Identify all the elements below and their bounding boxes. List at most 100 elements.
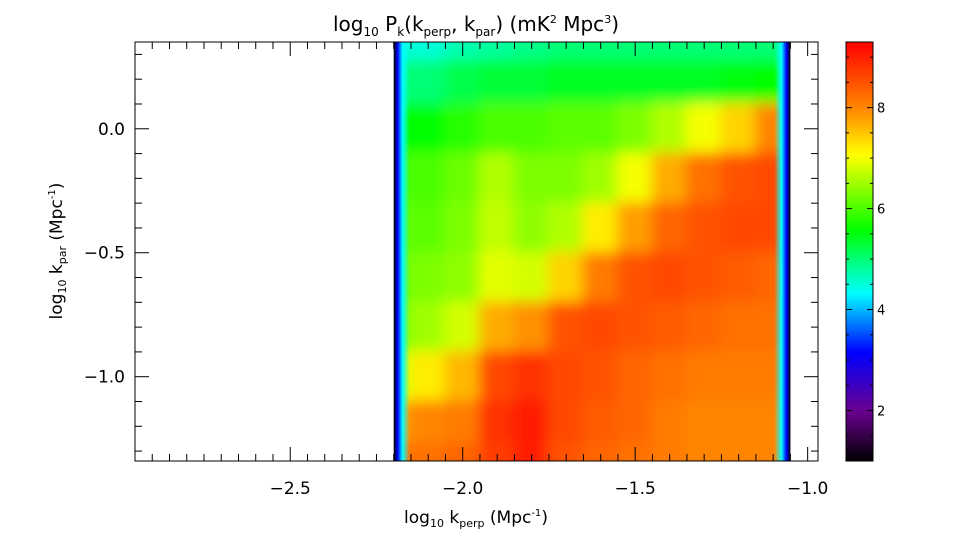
heatmap-cell (478, 42, 516, 62)
heatmap-cell (720, 42, 757, 62)
x-axis-ticks (151, 42, 809, 461)
heatmap-cell (514, 461, 548, 481)
heatmap-cell (513, 442, 550, 461)
heatmap-cell (652, 461, 686, 481)
heatmap-cell (409, 42, 447, 62)
heatmap-cell (651, 350, 688, 403)
heatmap-cell (547, 350, 585, 403)
heatmap-cell (547, 251, 585, 304)
heatmap-cell (685, 400, 723, 445)
heatmap-cell (616, 400, 654, 445)
y-tick-label: −1.0 (84, 368, 125, 388)
chart-title: log10 Pk(kperp, kpar) (mK2 Mpc3) (333, 12, 619, 39)
heatmap-cell (616, 202, 654, 254)
heatmap-cell (547, 42, 585, 62)
heatmap-cell (720, 301, 757, 353)
heatmap-cell (444, 350, 481, 403)
heatmap-cell (720, 59, 757, 105)
heatmap-cell (651, 152, 688, 205)
heatmap-cell (782, 22, 791, 42)
colorbar-tick-label: 6 (877, 203, 885, 218)
heatmap-cell (616, 102, 654, 155)
y-axis-ticks (135, 53, 818, 452)
colorbar-tick-labels: 2 4 6 8 (877, 102, 885, 420)
heatmap-cell (651, 42, 688, 62)
heatmap-cell (409, 251, 447, 304)
heatmap-cell (720, 350, 757, 403)
heatmap-cell (478, 251, 516, 304)
heatmap-cell (651, 202, 688, 254)
heatmap-cell (685, 152, 723, 205)
heatmap-cell (651, 102, 688, 155)
heatmap-cell (651, 400, 688, 445)
heatmap-cell (444, 152, 481, 205)
heatmap-cell (582, 301, 619, 353)
heatmap-cell (478, 301, 516, 353)
heatmap-cell (513, 251, 550, 304)
heatmap-cell (547, 301, 585, 353)
colorbar (845, 41, 874, 462)
heatmap-cell (756, 461, 782, 481)
heatmap-cell (394, 461, 411, 481)
heatmap-cell (478, 400, 516, 445)
heatmap-cell (547, 400, 585, 445)
y-axis-tick-labels: 0.0 −0.5 −1.0 (84, 120, 125, 388)
heatmap-cell (685, 102, 723, 155)
heatmap-cell (616, 152, 654, 205)
heatmap-cell (616, 59, 654, 105)
heatmap-cell (582, 350, 619, 403)
y-axis-label: log10 kpar (Mpc-1) (47, 183, 69, 320)
heatmap-cell (513, 202, 550, 254)
heatmap-cell (582, 42, 619, 62)
heatmap-cell (547, 102, 585, 155)
heatmap-cell (444, 102, 481, 155)
y-tick-label: −0.5 (84, 244, 125, 264)
heatmap-cell (582, 251, 619, 304)
heatmap-cell (721, 22, 755, 42)
heatmap-cell (651, 301, 688, 353)
heatmap-cell (616, 350, 654, 403)
heatmap-cell (478, 152, 516, 205)
heatmap-cell (685, 59, 723, 105)
heatmap-cell (720, 202, 757, 254)
heatmap-cell (720, 400, 757, 445)
heatmap-cell (687, 461, 721, 481)
empty-region (135, 42, 394, 461)
heatmap-cell (651, 442, 688, 461)
y-tick-label: 0.0 (98, 120, 125, 140)
x-tick-label: −1.5 (615, 479, 656, 499)
heatmap-cell (583, 461, 617, 481)
colorbar-tick-label: 8 (877, 102, 885, 117)
heatmap-cell (720, 102, 757, 155)
heatmap-cell (409, 301, 447, 353)
heatmap-cell (720, 251, 757, 304)
colorbar-ticks (846, 56, 873, 437)
heatmap-cell (478, 202, 516, 254)
heatmap-cell (547, 442, 585, 461)
heatmap-cell (616, 251, 654, 304)
x-axis-tick-labels: −2.5 −2.0 −1.5 −1.0 (270, 479, 829, 499)
plot-frame (134, 41, 819, 462)
heatmap-cell (409, 202, 447, 254)
heatmap-cell (478, 59, 516, 105)
heatmap-cell (721, 461, 755, 481)
heatmap-cell (652, 22, 686, 42)
heatmap-cell (582, 202, 619, 254)
heatmap-cell (444, 202, 481, 254)
heatmap-right-edge (774, 42, 791, 461)
heatmap-cell (478, 102, 516, 155)
heatmap-cell (409, 442, 447, 461)
heatmap-cell (513, 400, 550, 445)
heatmap-cell (478, 442, 516, 461)
heatmap-cell (582, 400, 619, 445)
heatmap-cell (618, 22, 652, 42)
heatmap-cell (685, 442, 723, 461)
heatmap-cell (444, 301, 481, 353)
colorbar-tick-label: 4 (877, 304, 885, 319)
heatmap-cell (582, 442, 619, 461)
heatmap-layer (135, 22, 818, 481)
heatmap-cell (513, 350, 550, 403)
heatmap-cell (687, 22, 721, 42)
heatmap-cell (409, 59, 447, 105)
